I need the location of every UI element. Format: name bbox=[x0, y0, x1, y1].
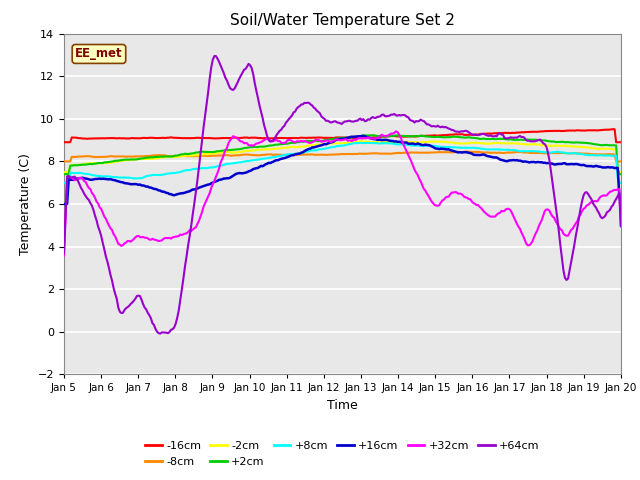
Title: Soil/Water Temperature Set 2: Soil/Water Temperature Set 2 bbox=[230, 13, 455, 28]
Y-axis label: Temperature (C): Temperature (C) bbox=[19, 153, 32, 255]
Legend: -16cm, -8cm, -2cm, +2cm, +8cm, +16cm, +32cm, +64cm: -16cm, -8cm, -2cm, +2cm, +8cm, +16cm, +3… bbox=[141, 437, 544, 471]
Text: EE_met: EE_met bbox=[75, 48, 123, 60]
X-axis label: Time: Time bbox=[327, 399, 358, 412]
